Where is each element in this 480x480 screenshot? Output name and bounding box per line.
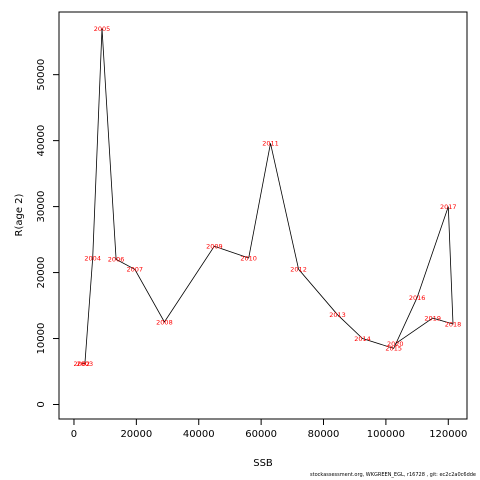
- point-label: 2018: [445, 320, 462, 328]
- x-axis-title: SSB: [253, 458, 273, 469]
- x-tick-label: 0: [71, 429, 77, 440]
- x-tick-label: 20000: [120, 429, 152, 440]
- series-line: [81, 28, 454, 365]
- point-label: 2003: [77, 360, 94, 368]
- point-label: 2012: [290, 266, 307, 274]
- point-label: 2007: [127, 266, 144, 274]
- y-axis: 0 10000 20000 30000 40000 50000: [36, 59, 60, 408]
- point-label: 2017: [440, 203, 457, 211]
- point-labels: 2002200320042005200620072008200920102011…: [73, 25, 461, 368]
- x-tick-label: 80000: [308, 429, 340, 440]
- plot-frame: [58, 11, 468, 420]
- point-label: 2008: [156, 318, 173, 326]
- y-tick-label: 10000: [36, 323, 47, 355]
- y-tick-label: 30000: [36, 191, 47, 223]
- y-axis-title: R(age 2): [14, 193, 25, 236]
- footer-credit: stockassessment.org, WKGREEN_EGL, r16728…: [310, 472, 476, 478]
- point-label: 2002: [73, 360, 90, 368]
- x-tick-label: 60000: [245, 429, 277, 440]
- point-label: 2019: [424, 314, 441, 322]
- point-label: 2016: [409, 294, 426, 302]
- y-tick-label: 50000: [36, 59, 47, 91]
- x-axis: 0 20000 40000 60000 80000 100000 120000: [71, 418, 467, 440]
- y-tick-label: 0: [36, 401, 47, 407]
- point-label: 2010: [240, 254, 257, 262]
- point-label: 2015: [385, 345, 402, 353]
- point-label: 2004: [84, 254, 101, 262]
- point-label: 2005: [94, 25, 111, 33]
- x-tick-label: 100000: [367, 429, 405, 440]
- point-label: 2020: [387, 340, 404, 348]
- x-tick-label: 40000: [183, 429, 215, 440]
- point-label: 2011: [262, 140, 279, 148]
- point-label: 2009: [206, 242, 223, 250]
- y-tick-label: 40000: [36, 125, 47, 157]
- y-tick-label: 20000: [36, 257, 47, 289]
- point-label: 2014: [354, 335, 371, 343]
- x-tick-label: 120000: [429, 429, 467, 440]
- point-label: 2006: [108, 256, 125, 264]
- point-label: 2013: [329, 311, 346, 319]
